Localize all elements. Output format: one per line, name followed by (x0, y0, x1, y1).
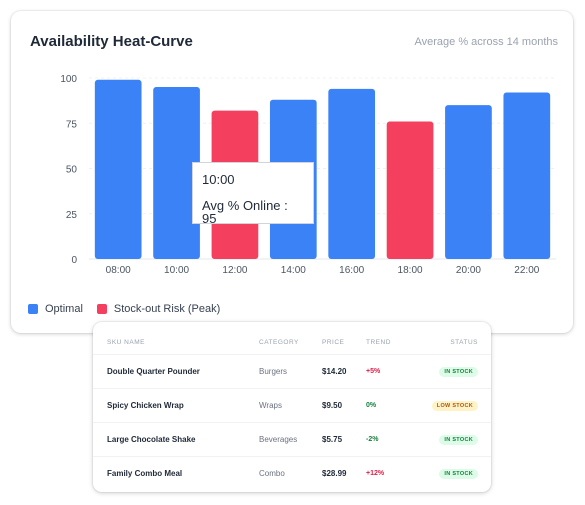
header-price[interactable]: PRICE (322, 338, 345, 346)
bar-2200[interactable] (503, 92, 551, 259)
row-sku: Large Chocolate Shake (107, 435, 196, 444)
legend-swatch-optimal (28, 304, 38, 314)
bar-1600[interactable] (328, 88, 376, 259)
status-badge: LOW STOCK (431, 401, 478, 411)
legend-swatch-stockout (96, 304, 107, 314)
row-sku: Family Combo Meal (107, 469, 183, 478)
row-price: $5.75 (322, 435, 343, 444)
availability-bar-chart: 0 25 50 75 100 08:00 10:00 12:00 14:00 16:00 18:0… (60, 74, 556, 276)
x-tick-label: 14:00 (281, 265, 306, 276)
status-badge: IN STOCK (439, 435, 478, 445)
legend-label-optimal: Optimal (45, 303, 83, 315)
tooltip-value: Avg % Online : 95 (202, 198, 288, 226)
table-row[interactable]: Family Combo Meal Combo $28.99 +12% IN S… (93, 456, 491, 490)
row-sku: Double Quarter Pounder (107, 367, 200, 376)
bar-1000[interactable] (153, 87, 200, 259)
chart-title: Availability Heat-Curve (30, 33, 193, 50)
row-sku: Spicy Chicken Wrap (107, 401, 184, 410)
legend-item-optimal[interactable]: Optimal (28, 303, 83, 315)
y-tick-label: 75 (66, 119, 78, 130)
x-axis-ticks: 08:00 10:00 12:00 14:00 16:00 18:00 20:00 22:00 (106, 265, 540, 276)
status-badge: IN STOCK (439, 367, 478, 377)
x-tick-label: 20:00 (456, 265, 481, 276)
y-tick-label: 100 (60, 74, 77, 85)
table-header-row: SKU NAME CATEGORY PRICE TREND STATUS (93, 336, 491, 348)
chart-tooltip: 10:00 Avg % Online : 95 (192, 162, 314, 226)
legend-label-stockout: Stock-out Risk (Peak) (113, 303, 221, 315)
x-tick-label: 16:00 (339, 265, 364, 276)
chart-bars (94, 79, 551, 260)
bar-1800[interactable] (386, 121, 434, 259)
header-category[interactable]: CATEGORY (259, 338, 299, 346)
y-tick-label: 0 (71, 255, 77, 266)
table-row[interactable]: Large Chocolate Shake Beverages $5.75 -2… (93, 422, 491, 456)
x-tick-label: 12:00 (222, 265, 247, 276)
row-category: Beverages (259, 435, 298, 444)
chart-subtitle: Average % across 14 months (414, 36, 558, 48)
row-category: Wraps (259, 401, 282, 410)
row-price: $28.99 (322, 469, 347, 478)
row-trend: 0% (366, 402, 377, 409)
bar-0800[interactable] (94, 79, 142, 259)
x-tick-label: 08:00 (106, 265, 131, 276)
row-trend: -2% (366, 436, 379, 443)
row-trend: +12% (366, 470, 385, 477)
row-trend: +5% (366, 368, 381, 375)
y-tick-label: 25 (66, 210, 78, 221)
row-category: Burgers (259, 367, 288, 376)
row-category: Combo (259, 469, 285, 478)
table-row[interactable]: Double Quarter Pounder Burgers $14.20 +5… (93, 354, 491, 388)
x-tick-label: 10:00 (164, 265, 189, 276)
legend-item-stockout[interactable]: Stock-out Risk (Peak) (96, 303, 221, 315)
row-price: $14.20 (322, 367, 347, 376)
inventory-table-card: SKU NAME CATEGORY PRICE TREND STATUS Dou… (93, 322, 491, 492)
header-sku[interactable]: SKU NAME (107, 338, 145, 346)
x-tick-label: 22:00 (514, 265, 539, 276)
row-price: $9.50 (322, 401, 343, 410)
status-badge: IN STOCK (439, 469, 478, 479)
table-row[interactable]: Spicy Chicken Wrap Wraps $9.50 0% LOW ST… (93, 388, 491, 422)
header-trend[interactable]: TREND (366, 338, 391, 346)
header-status[interactable]: STATUS (450, 338, 478, 346)
tooltip-time: 10:00 (202, 172, 235, 187)
chart-legend: Optimal Stock-out Risk (Peak) (28, 303, 220, 315)
x-tick-label: 18:00 (398, 265, 423, 276)
chart-card: Availability Heat-Curve Average % across… (11, 11, 573, 333)
y-axis-ticks: 0 25 50 75 100 (60, 74, 77, 266)
y-tick-label: 50 (66, 165, 78, 176)
bar-2000[interactable] (445, 105, 492, 260)
